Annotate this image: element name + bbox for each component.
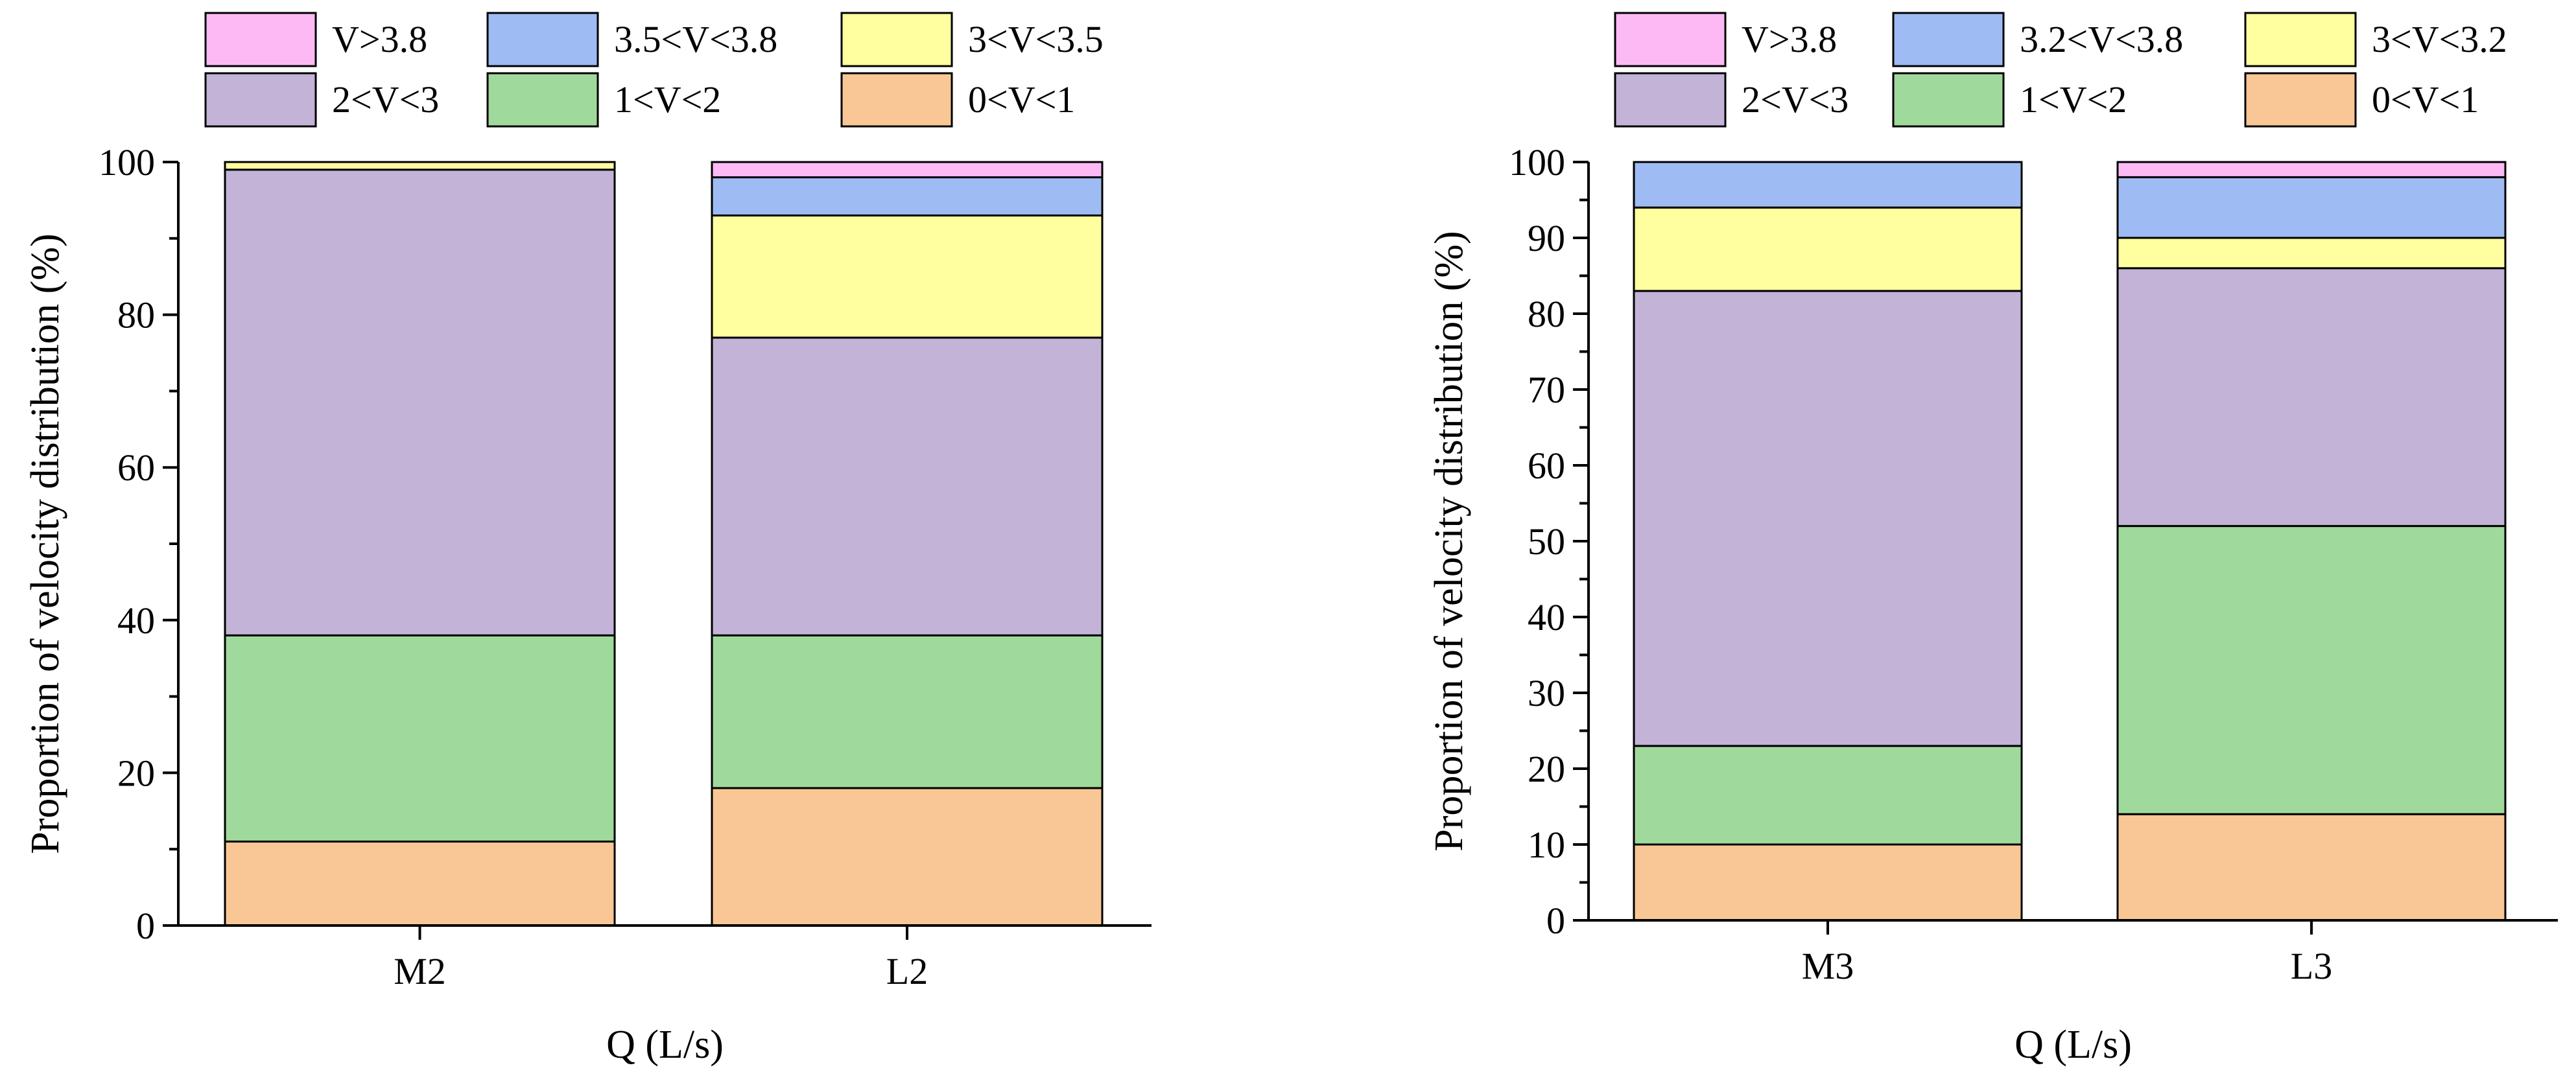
legend-label: 2<V<3: [332, 78, 439, 121]
legend-label: 2<V<3: [1742, 78, 1849, 121]
y-axis-title: Proportion of velocity distribution (%): [1427, 231, 1471, 851]
y-tick-label: 0: [1546, 900, 1565, 942]
bar-segment-m3-0: [1633, 843, 2023, 922]
bar-segment-m3-3: [1633, 206, 2023, 292]
bar-segment-l3-3: [2116, 237, 2507, 270]
legend-label: 3.2<V<3.8: [2020, 18, 2183, 60]
bar-segment-l2-5: [711, 161, 1104, 179]
y-tick-label: 70: [1528, 369, 1565, 411]
bar-segment-m2-0: [224, 840, 616, 927]
y-tick-label: 60: [117, 447, 155, 489]
legend-label: V>3.8: [332, 18, 427, 60]
legend-swatch: [1892, 12, 2005, 67]
y-tick-label: 100: [1509, 141, 1565, 183]
y-tick-label: 10: [1528, 824, 1565, 866]
legend-label: 1<V<2: [2020, 78, 2127, 121]
y-tick-label: 100: [99, 141, 155, 183]
y-tick-label: 0: [136, 905, 155, 947]
x-tick-label: L2: [886, 950, 928, 992]
y-axis-title: Proportion of velocity distribution (%): [23, 233, 67, 854]
y-tick-label: 40: [117, 600, 155, 642]
x-axis-title: Q (L/s): [2015, 1023, 2132, 1067]
y-tick-label: 90: [1528, 217, 1565, 259]
y-tick-label: 30: [1528, 672, 1565, 714]
legend-swatch: [2244, 12, 2357, 67]
legend-swatch: [2244, 72, 2357, 128]
legend-label: 0<V<1: [2372, 78, 2479, 121]
bar-segment-l2-0: [711, 787, 1104, 927]
legend-swatch: [840, 72, 953, 128]
bar-segment-l3-0: [2116, 813, 2507, 922]
y-tick-label: 80: [1528, 293, 1565, 335]
legend-label: 1<V<2: [614, 78, 721, 121]
bar-segment-l3-4: [2116, 176, 2507, 239]
bar-segment-l3-1: [2116, 525, 2507, 815]
legend-swatch: [486, 12, 599, 67]
x-tick-label: M2: [394, 950, 446, 992]
y-tick-label: 20: [117, 752, 155, 794]
legend-swatch: [486, 72, 599, 128]
bar-segment-l3-2: [2116, 267, 2507, 528]
bar-segment-l2-4: [711, 176, 1104, 216]
y-tick-label: 40: [1528, 596, 1565, 638]
legend-label: V>3.8: [1742, 18, 1837, 60]
bar-segment-m2-1: [224, 634, 616, 843]
legend-swatch: [1892, 72, 2005, 128]
x-tick-label: M3: [1802, 945, 1854, 987]
y-tick-label: 80: [117, 294, 155, 336]
bar-segment-l2-3: [711, 214, 1104, 339]
y-tick-label: 20: [1528, 748, 1565, 790]
y-tick-label: 60: [1528, 445, 1565, 487]
y-tick-label: 50: [1528, 520, 1565, 563]
legend-swatch: [840, 12, 953, 67]
bar-segment-m3-4: [1633, 161, 2023, 209]
left-chart-panel: M2 L2 0 20 40 60 80 100 Proportion of velocity d…: [23, 12, 1152, 1067]
right-chart-panel: M3 L3 0 10 20 30 40 50 60 70 80 90 100 Proportion of …: [1427, 12, 2558, 1067]
legend-label: 3.5<V<3.8: [614, 18, 777, 60]
bar-segment-m3-1: [1633, 745, 2023, 846]
bar-segment-m2-2: [224, 169, 616, 636]
bar-segment-m2-3: [224, 161, 616, 171]
legend-label: 3<V<3.5: [968, 18, 1104, 60]
legend-swatch: [204, 12, 317, 67]
legend-swatch: [204, 72, 317, 128]
legend-swatch: [1614, 12, 1727, 67]
legend-label: 3<V<3.2: [2372, 18, 2507, 60]
bar-segment-l2-1: [711, 634, 1104, 789]
x-axis-title: Q (L/s): [606, 1023, 724, 1067]
x-tick-label: L3: [2291, 945, 2332, 987]
legend-swatch: [1614, 72, 1727, 128]
bar-segment-l3-5: [2116, 161, 2507, 178]
legend-label: 0<V<1: [968, 78, 1075, 121]
bar-segment-m3-2: [1633, 290, 2023, 747]
bar-segment-l2-2: [711, 336, 1104, 636]
